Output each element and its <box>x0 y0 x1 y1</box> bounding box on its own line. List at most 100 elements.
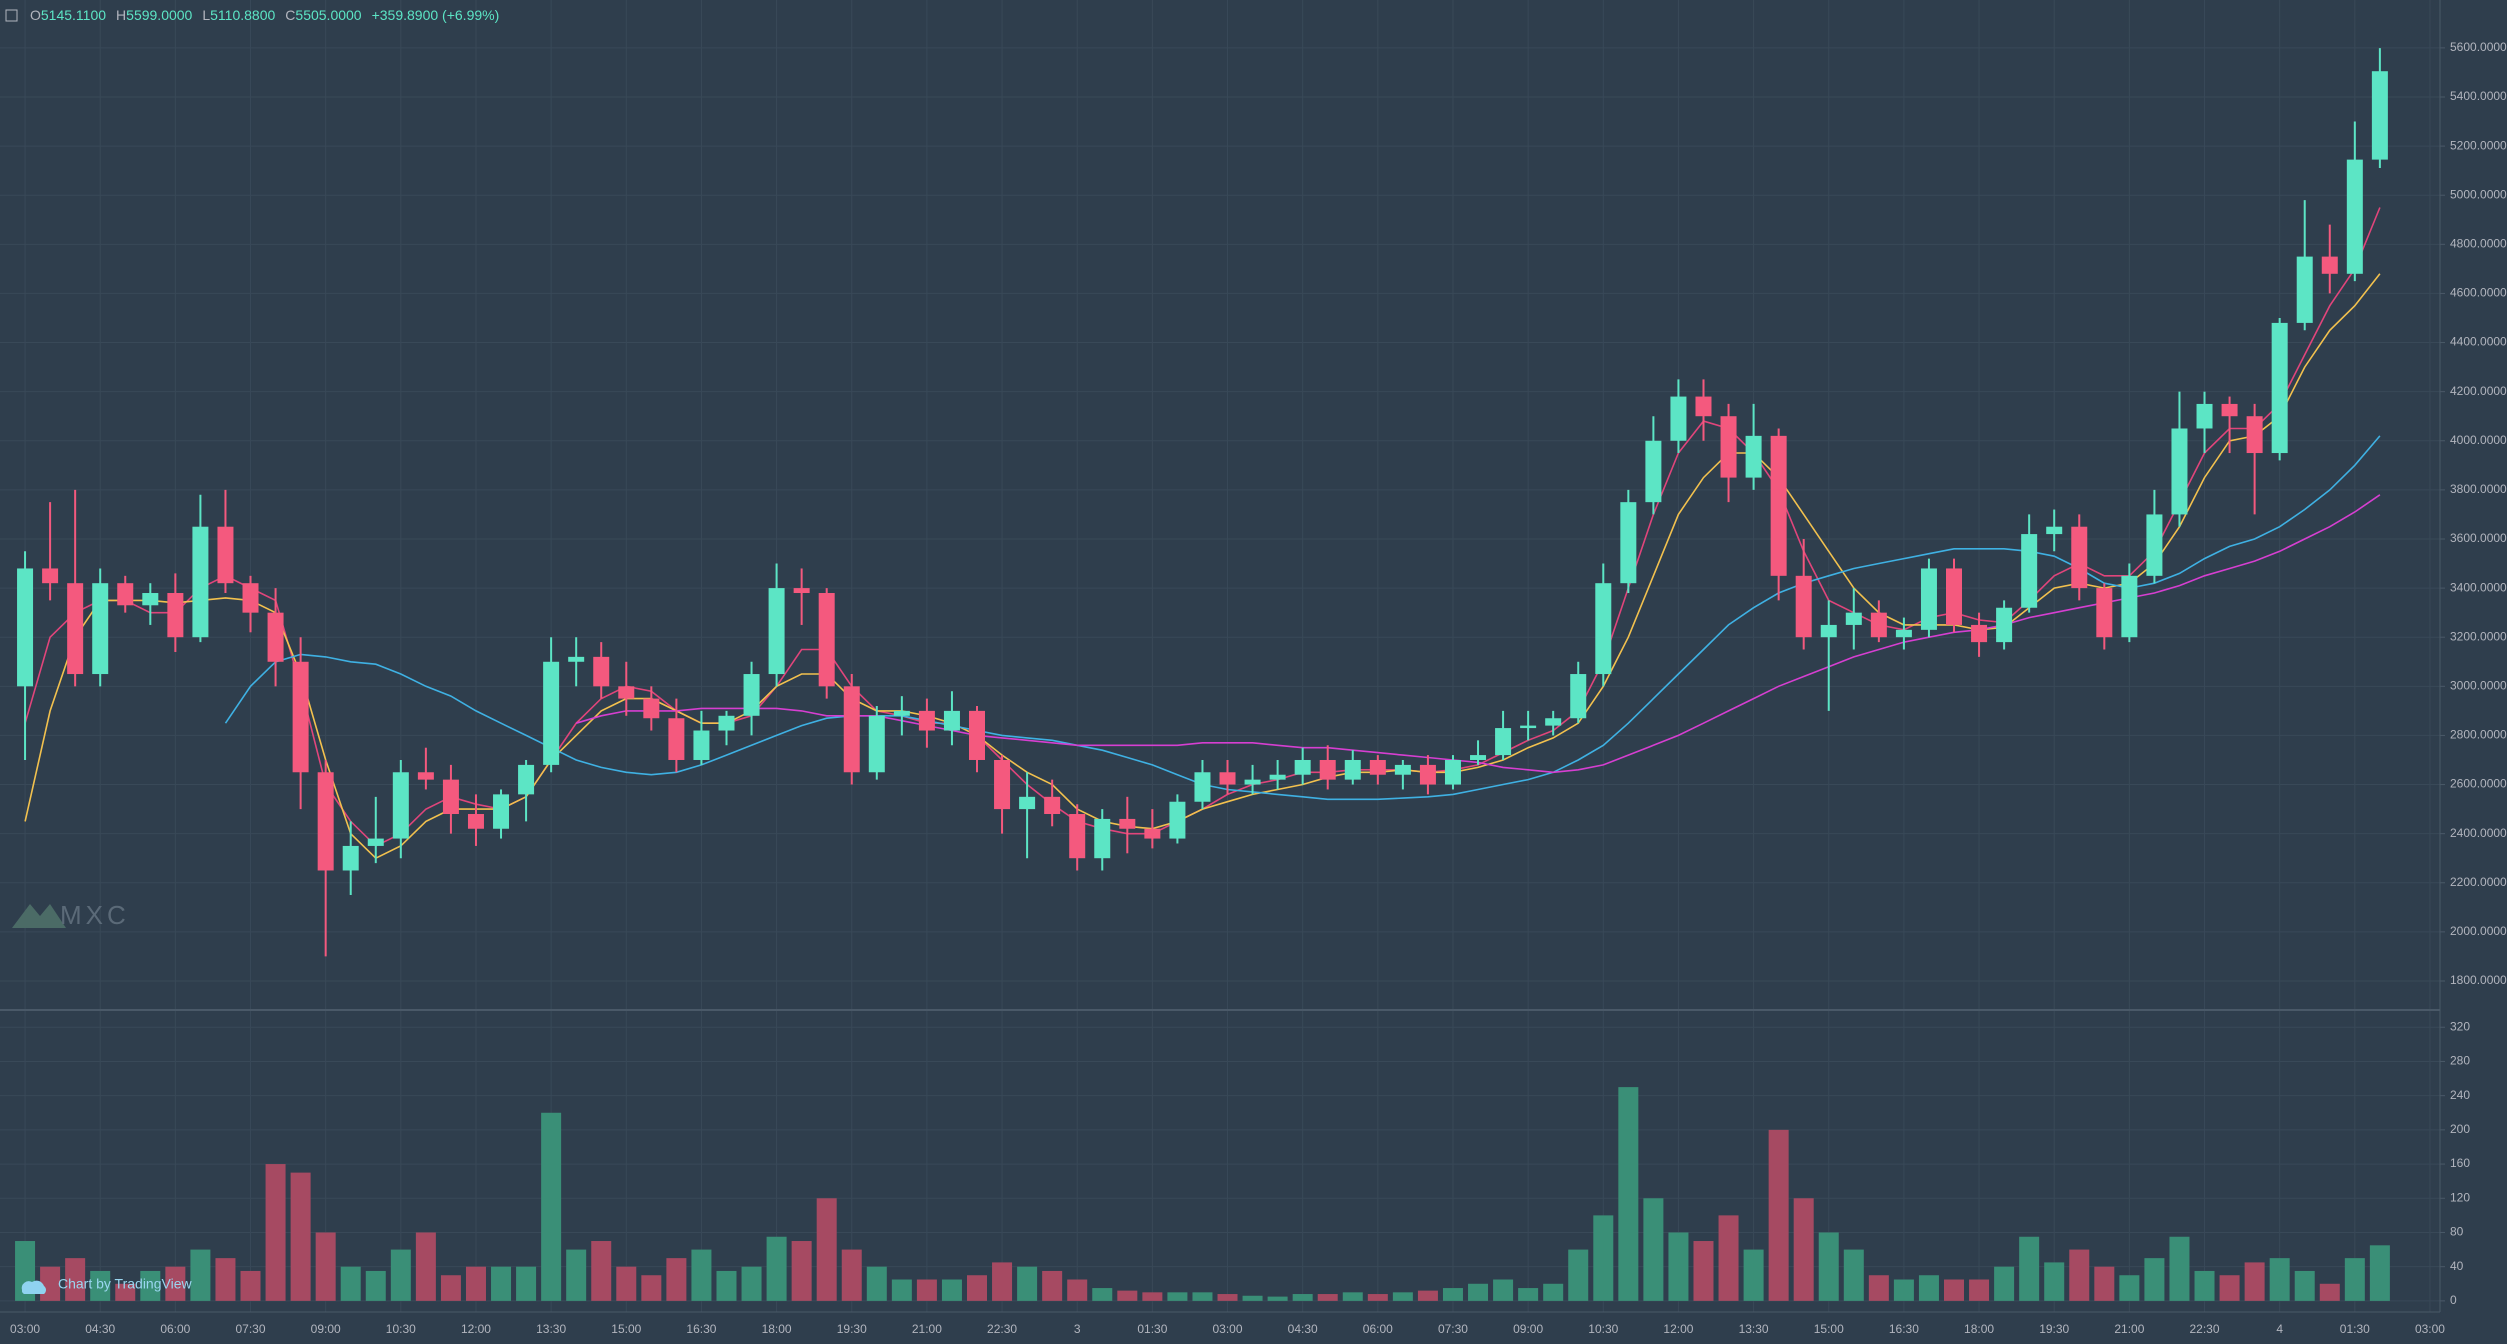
x-tick-label: 16:30 <box>686 1322 716 1336</box>
volume-bar <box>1292 1294 1313 1301</box>
candle-body <box>1294 759 1311 775</box>
candle-body <box>1920 568 1937 630</box>
x-tick-label: 22:30 <box>987 1322 1017 1336</box>
volume-bar <box>1643 1198 1664 1301</box>
volume-bar <box>1468 1283 1489 1301</box>
x-tick-label: 09:00 <box>311 1322 341 1336</box>
volume-bar <box>1342 1292 1363 1301</box>
candle-body <box>1620 502 1637 584</box>
volume-bar <box>941 1279 962 1301</box>
y-tick-label: 2000.0000 <box>2450 924 2507 938</box>
x-tick-label: 19:30 <box>837 1322 867 1336</box>
candle-body <box>2121 575 2138 638</box>
candle-body <box>1820 624 1837 638</box>
volume-bar <box>1693 1241 1714 1301</box>
candle-body <box>1419 764 1436 785</box>
candle-body <box>1520 725 1537 729</box>
y-tick-label: 80 <box>2450 1225 2464 1239</box>
candle-body <box>1194 772 1211 802</box>
volume-bar <box>2344 1258 2365 1301</box>
candle-body <box>1770 435 1787 576</box>
x-tick-label: 22:30 <box>2190 1322 2220 1336</box>
candle-body <box>568 656 585 662</box>
candle-body <box>2046 526 2063 535</box>
y-tick-label: 3800.0000 <box>2450 482 2507 496</box>
volume-bar <box>1242 1295 1263 1301</box>
candle-body <box>2196 403 2213 429</box>
volume-bar <box>1818 1232 1839 1301</box>
candle-body <box>2221 403 2238 417</box>
x-tick-label: 10:30 <box>1588 1322 1618 1336</box>
axes: 1800.0000 2000.0000 2200.0000 2400.0000 2600… <box>10 40 2507 1336</box>
x-tick-label: 03:00 <box>1212 1322 1242 1336</box>
legend-value: 5110.8800 <box>210 7 275 23</box>
volume-bar <box>265 1164 286 1301</box>
y-tick-label: 280 <box>2450 1054 2470 1068</box>
candle-body <box>467 814 484 829</box>
x-tick-label: 4 <box>2276 1322 2283 1336</box>
y-tick-label: 1800.0000 <box>2450 973 2507 987</box>
y-tick-label: 2200.0000 <box>2450 875 2507 889</box>
y-tick-label: 5000.0000 <box>2450 187 2507 201</box>
y-tick-label: 3600.0000 <box>2450 531 2507 545</box>
candle-body <box>2271 322 2288 454</box>
x-tick-label: 12:00 <box>461 1322 491 1336</box>
candle-body <box>518 764 535 795</box>
y-tick-label: 3400.0000 <box>2450 580 2507 594</box>
y-tick-label: 2400.0000 <box>2450 826 2507 840</box>
volume-bar <box>491 1266 512 1301</box>
candle-body <box>167 593 184 638</box>
x-tick-label: 01:30 <box>2340 1322 2370 1336</box>
volume-bar <box>2319 1283 2340 1301</box>
volume-bar <box>1543 1283 1564 1301</box>
candle-body <box>42 568 59 584</box>
candle-body <box>1720 416 1737 478</box>
y-tick-label: 320 <box>2450 1019 2470 1033</box>
legend-icon[interactable] <box>5 9 18 22</box>
volume-bar <box>1267 1296 1288 1301</box>
candle-body <box>317 772 334 871</box>
volume-bar <box>1994 1266 2015 1301</box>
candle-body <box>367 838 384 846</box>
volume-bar <box>1367 1294 1388 1301</box>
moving-average <box>224 435 2381 801</box>
volume-bar <box>1067 1279 1088 1301</box>
x-tick-label: 07:30 <box>1438 1322 1468 1336</box>
volume-bar <box>2369 1245 2390 1301</box>
candle-body <box>242 583 259 613</box>
volume-bar <box>1217 1294 1238 1301</box>
ohlc-legend: O5145.1100 H5599.0000 L5110.8800 C5505.0000… <box>30 7 499 23</box>
volume-bar <box>2069 1249 2090 1301</box>
volume-bar <box>365 1270 386 1301</box>
candle-body <box>1645 440 1662 503</box>
y-tick-label: 4000.0000 <box>2450 433 2507 447</box>
volume-bar <box>115 1283 136 1301</box>
candle-body <box>92 583 109 675</box>
volume-bar <box>1593 1215 1614 1301</box>
candle-body <box>818 593 835 687</box>
x-tick-label: 06:00 <box>160 1322 190 1336</box>
y-tick-label: 0 <box>2450 1293 2457 1307</box>
x-tick-label: 19:30 <box>2039 1322 2069 1336</box>
volume-bar <box>2119 1275 2140 1301</box>
volume-bar <box>1893 1279 1914 1301</box>
volume-bar <box>2194 1270 2215 1301</box>
volume-bar <box>1969 1279 1990 1301</box>
candle-body <box>1870 612 1887 638</box>
volume-bar <box>465 1266 486 1301</box>
x-tick-label: 10:30 <box>386 1322 416 1336</box>
volume-bar <box>1868 1275 1889 1301</box>
x-tick-label: 16:30 <box>1889 1322 1919 1336</box>
candle-body <box>142 593 159 606</box>
candle-body <box>1044 796 1061 815</box>
candle-body <box>1495 728 1512 756</box>
candle-body <box>1094 818 1111 859</box>
candle-body <box>1996 607 2013 643</box>
candle-body <box>1244 779 1261 785</box>
candle-body <box>1745 435 1762 478</box>
candle-body <box>1144 828 1161 839</box>
watermark-logo <box>12 904 66 928</box>
volume-bar <box>1042 1270 1063 1301</box>
volume-bar <box>2169 1236 2190 1301</box>
volume-bar <box>616 1266 637 1301</box>
